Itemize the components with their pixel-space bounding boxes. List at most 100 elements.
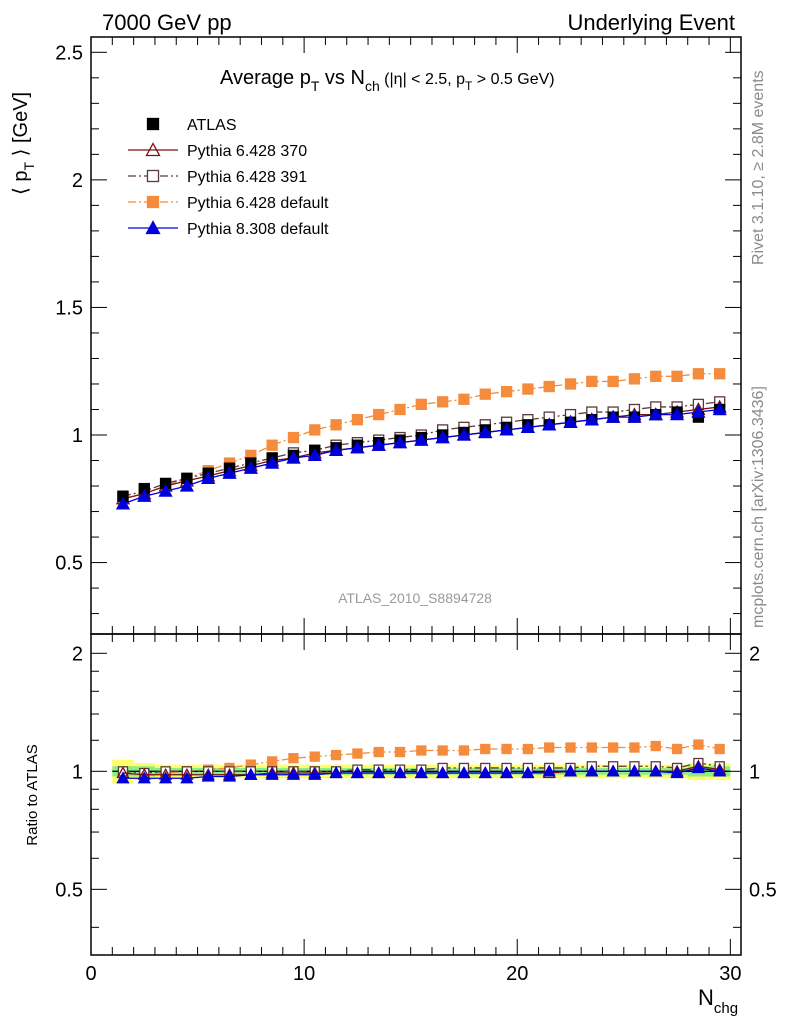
y-tick-label: 1 (72, 425, 83, 447)
x-tick-label: 0 (85, 963, 96, 985)
main-point (414, 432, 429, 446)
main-point (563, 414, 578, 428)
main-point (265, 455, 280, 469)
legend-marker (146, 169, 160, 183)
ratio-point (522, 743, 534, 755)
main-point (394, 403, 406, 416)
main-point (499, 422, 514, 436)
ratio-series-pythia-8-308-default (116, 761, 727, 784)
x-tick-label: 30 (719, 963, 741, 985)
legend-label: Pythia 6.428 391 (187, 169, 307, 186)
main-point (328, 442, 344, 456)
legend-entry: Pythia 8.308 default (128, 220, 329, 238)
main-point (307, 448, 322, 462)
main-yticks: 0.5 1 1.5 2 2.5 (55, 37, 741, 634)
main-point (712, 402, 727, 416)
main-point (478, 425, 493, 439)
legend-entry: Pythia 6.428 391 (128, 169, 307, 186)
main-point (648, 407, 663, 421)
ratio-y-axis-label: Ratio to ATLAS (24, 744, 41, 845)
main-point (714, 368, 726, 380)
main-point (309, 424, 321, 436)
ratio-point (436, 766, 450, 779)
ratio-point (544, 742, 555, 753)
ratio-point (416, 745, 427, 756)
legend-label: ATLAS (187, 117, 237, 134)
ratio-point (521, 766, 535, 779)
ratio-y-tick-label: 1 (72, 761, 83, 783)
ratio-line (122, 762, 720, 774)
legend-marker (145, 220, 161, 235)
ratio-point (394, 746, 406, 758)
ratio-point (650, 740, 661, 752)
main-point (415, 398, 427, 411)
main-point (158, 483, 173, 497)
main-point (435, 430, 450, 444)
main-point (373, 408, 385, 421)
legend-marker (146, 195, 160, 209)
main-point (392, 435, 408, 449)
main-point (691, 404, 706, 418)
main-marks (115, 368, 727, 510)
ratio-point (414, 766, 428, 779)
ratio-point (693, 739, 704, 750)
header-right: Underlying Event (567, 10, 735, 35)
ratio-point (714, 743, 725, 755)
main-line (122, 373, 720, 500)
ratio-point (244, 767, 258, 780)
y-tick-label: 2.5 (55, 42, 83, 64)
ratio-point (629, 742, 640, 753)
x-axis-label: Nchg (698, 985, 738, 1017)
ratio-point (265, 767, 279, 780)
ratio-y-tick-label-right: 2 (749, 643, 760, 665)
main-point (627, 409, 642, 423)
legend: ATLAS Pythia 6.428 370 Pythia 6.428 391 Pyt… (128, 117, 329, 238)
legend-entry: ATLAS (146, 117, 237, 134)
ratio-point (352, 748, 363, 759)
ratio-point (309, 751, 320, 762)
main-point (351, 414, 364, 426)
ratio-point (350, 766, 364, 779)
ratio-y-tick-label-right: 1 (749, 761, 760, 783)
main-panel: 0.5 1 1.5 2 2.5 Average pT vs Nch (|η| < 2.5… (10, 36, 742, 635)
ratio-point (649, 764, 663, 777)
main-point (330, 419, 342, 431)
main-point (179, 478, 194, 492)
x-tick-label: 10 (293, 963, 315, 985)
ratio-point (607, 742, 619, 753)
analysis-watermark: ATLAS_2010_S8894728 (338, 590, 492, 606)
ratio-point (563, 764, 578, 777)
ratio-yticks: 0.5 0.5 1 1 2 2 (55, 643, 777, 928)
y-tick-label: 1.5 (55, 297, 83, 319)
main-point (137, 488, 152, 502)
main-point (458, 393, 470, 405)
ratio-point (288, 753, 299, 764)
ratio-point (308, 767, 322, 780)
ratio-point (542, 764, 556, 777)
ratio-point (329, 766, 343, 779)
main-point (287, 431, 300, 444)
main-point (669, 407, 685, 421)
legend-entry: Pythia 6.428 default (128, 195, 329, 212)
ratio-marks (116, 739, 727, 784)
ratio-point (478, 766, 492, 779)
legend-entry: Pythia 6.428 370 (128, 142, 307, 160)
ratio-point (330, 749, 342, 761)
ratio-frame (90, 633, 742, 956)
ratio-point (437, 745, 448, 756)
ratio-point (266, 756, 278, 767)
main-point (456, 427, 472, 441)
main-line (122, 408, 720, 505)
main-point (115, 496, 131, 510)
ratio-point (457, 766, 471, 779)
legend-marker (146, 117, 160, 131)
y-tick-label: 2 (72, 170, 83, 192)
ratio-point (565, 742, 576, 753)
ratio-point (116, 771, 130, 784)
side-mcplots: mcplots.cern.ch [arXiv:1306.3436] (750, 386, 767, 628)
ratio-point (691, 761, 705, 774)
ratio-y-tick-label: 0.5 (55, 879, 83, 901)
ratio-point (201, 769, 215, 782)
main-point (500, 385, 513, 398)
main-point (692, 368, 705, 380)
